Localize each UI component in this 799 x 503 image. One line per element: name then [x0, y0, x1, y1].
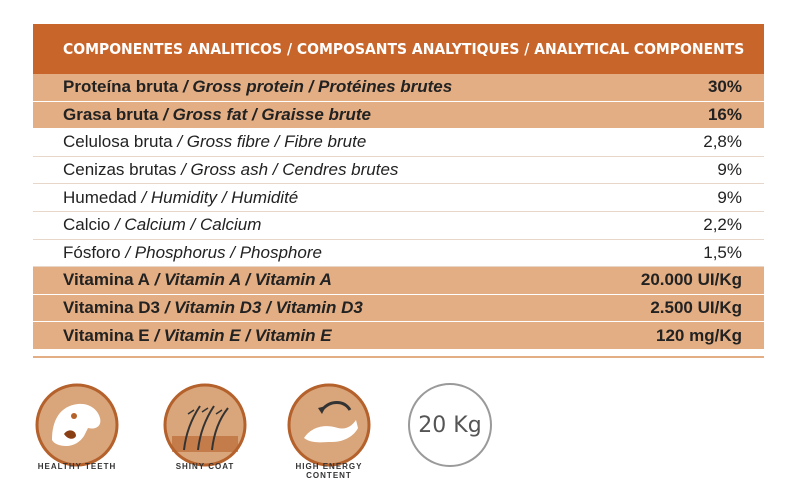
- component-name-es: Calcio: [63, 215, 111, 235]
- high-energy-label: HIGH ENERGY CONTENT: [295, 462, 363, 480]
- component-name-translations: / Gross protein / Protéines brutes: [178, 77, 453, 97]
- component-name-translations: / Vitamin A / Vitamin A: [149, 270, 332, 290]
- component-value: 1,5%: [703, 242, 742, 262]
- component-value: 2,2%: [703, 215, 742, 235]
- component-name-translations: / Humidity / Humidité: [136, 187, 299, 207]
- component-name: Fósforo / Phosphorus / Phosphore: [63, 243, 322, 263]
- component-name-translations: / Gross ash / Cendres brutes: [176, 160, 399, 180]
- component-value: 9%: [717, 187, 742, 207]
- component-name: Proteína bruta / Gross protein / Protéin…: [63, 77, 452, 97]
- shiny-coat-badge: SHINY COAT: [158, 380, 252, 490]
- hair-icon: [163, 383, 247, 467]
- component-name-translations: / Vitamin D3 / Vitamin D3: [160, 298, 363, 318]
- component-name-translations: / Phosphorus / Phosphore: [120, 242, 322, 262]
- component-name-es: Grasa bruta: [63, 104, 159, 124]
- table-row: Grasa bruta / Gross fat / Graisse brute 1…: [33, 101, 764, 130]
- component-name: Humedad / Humidity / Humidité: [63, 188, 298, 208]
- table-row: Calcio / Calcium / Calcium 2,2%: [33, 211, 764, 240]
- component-name-es: Celulosa bruta: [63, 132, 173, 152]
- component-name-es: Vitamina D3: [63, 298, 161, 318]
- dog-teeth-icon: [35, 383, 119, 467]
- table-row: Fósforo / Phosphorus / Phosphore 1,5%: [33, 239, 764, 268]
- component-name-es: Vitamina E: [63, 325, 150, 345]
- component-name-es: Cenizas brutas: [63, 160, 177, 180]
- weight-label: 20 Kg: [418, 412, 482, 438]
- component-name: Cenizas brutas / Gross ash / Cendres bru…: [63, 160, 398, 180]
- healthy-teeth-label: HEALTHY TEETH: [37, 462, 117, 471]
- table-row: Vitamina A / Vitamin A / Vitamin A 20.000…: [33, 267, 764, 295]
- component-name: Calcio / Calcium / Calcium: [63, 215, 261, 235]
- component-name-translations: / Vitamin E / Vitamin E: [149, 325, 332, 345]
- component-value: 16%: [707, 104, 742, 124]
- benefit-badges: HEALTHY TEETH SHINY COAT HIGH ENERGY CON…: [30, 380, 510, 490]
- table-row: Cenizas brutas / Gross ash / Cendres bru…: [33, 156, 764, 185]
- table-body: Proteína bruta / Gross protein / Protéin…: [33, 74, 764, 350]
- table-header: COMPONENTES ANALITICOS / COMPOSANTS ANAL…: [33, 24, 764, 74]
- jumping-dog-icon: [287, 383, 371, 467]
- component-name: Vitamina A / Vitamin A / Vitamin A: [63, 270, 332, 290]
- table-row: Vitamina D3 / Vitamin D3 / Vitamin D3 2.5…: [33, 294, 764, 323]
- component-name-es: Proteína bruta: [63, 77, 179, 97]
- component-value: 30%: [707, 77, 742, 97]
- shiny-coat-label: SHINY COAT: [175, 462, 235, 471]
- high-energy-badge: HIGH ENERGY CONTENT: [282, 380, 376, 490]
- table-row: Celulosa bruta / Gross fibre / Fibre bru…: [33, 129, 764, 157]
- component-name-translations: / Gross fibre / Fibre brute: [172, 132, 367, 152]
- table-row: Humedad / Humidity / Humidité 9%: [33, 184, 764, 212]
- component-name-es: Fósforo: [63, 242, 121, 262]
- component-value: 20.000 UI/Kg: [640, 270, 742, 290]
- component-value: 2.500 UI/Kg: [650, 298, 742, 318]
- component-name: Vitamina E / Vitamin E / Vitamin E: [63, 326, 332, 346]
- healthy-teeth-badge: HEALTHY TEETH: [30, 380, 124, 490]
- component-value: 2,8%: [703, 132, 742, 152]
- component-name: Grasa bruta / Gross fat / Graisse brute: [63, 105, 371, 125]
- component-value: 9%: [717, 160, 742, 180]
- component-name-es: Humedad: [63, 187, 137, 207]
- table-row: Vitamina E / Vitamin E / Vitamin E 120 mg…: [33, 322, 764, 350]
- weight-badge: 20 Kg: [408, 383, 492, 467]
- analytical-components-table: COMPONENTES ANALITICOS / COMPOSANTS ANAL…: [33, 24, 764, 350]
- table-row: Proteína bruta / Gross protein / Protéin…: [33, 74, 764, 102]
- component-name-es: Vitamina A: [63, 270, 150, 290]
- component-name: Vitamina D3 / Vitamin D3 / Vitamin D3: [63, 298, 363, 318]
- component-name-translations: / Calcium / Calcium: [110, 215, 262, 235]
- component-value: 120 mg/Kg: [656, 325, 742, 345]
- component-name: Celulosa bruta / Gross fibre / Fibre bru…: [63, 132, 366, 152]
- table-bottom-border: [33, 356, 764, 358]
- component-name-translations: / Gross fat / Graisse brute: [158, 104, 372, 124]
